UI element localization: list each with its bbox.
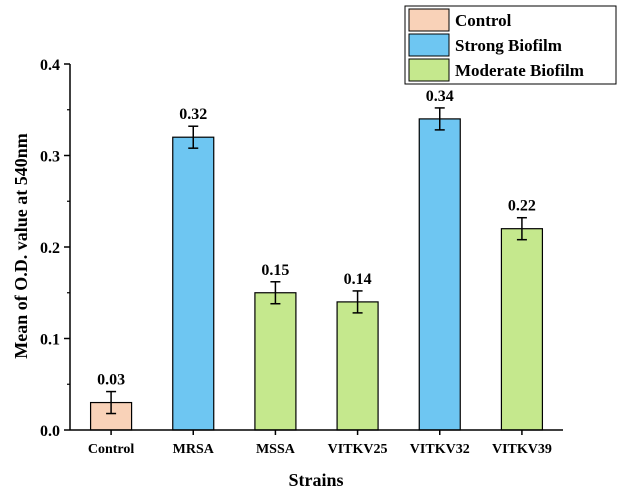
bar-vitkv25 [336,301,379,431]
legend-swatch [408,58,450,82]
legend-label: Moderate Biofilm [455,61,584,80]
legend-label: Strong Biofilm [455,36,562,55]
y-tick-label: 0.4 [40,57,60,74]
bar-mrsa [172,136,215,431]
x-tick-label: Control [88,442,135,457]
x-tick-label: MSSA [256,442,296,457]
bar-vitkv32 [418,118,461,431]
legend-swatch [408,33,450,57]
y-tick-label: 0.0 [40,423,60,440]
data-label: 0.34 [426,88,454,105]
data-label: 0.14 [344,271,372,288]
y-axis-title: Mean of O.D. value at 540nm [11,133,31,358]
data-label: 0.32 [179,106,207,123]
data-label: 0.15 [261,262,289,279]
y-tick-label: 0.2 [40,240,60,257]
data-label: 0.22 [508,198,536,215]
y-tick-label: 0.3 [40,149,60,166]
plot-area: 0.03 0.32 0.15 0.14 0.34 0.22 [89,88,544,431]
x-axis-title: Strains [288,470,343,490]
data-label: 0.03 [97,372,125,389]
bar-vitkv39 [500,228,544,431]
legend-swatch [408,8,450,32]
y-axis-ticks: 0.0 0.1 0.2 0.3 0.4 [40,57,70,440]
x-tick-label: VITKV32 [410,442,470,457]
x-tick-label: MRSA [173,442,215,457]
x-tick-label: VITKV39 [492,442,552,457]
bar-mssa [254,292,297,431]
x-axis-ticks: Control MRSA MSSA VITKV25 VITKV32 VITKV39 [88,430,552,457]
x-tick-label: VITKV25 [328,442,388,457]
legend: Control Strong Biofilm Moderate Biofilm [404,5,617,85]
y-tick-label: 0.1 [40,332,60,349]
legend-label: Control [455,11,512,30]
